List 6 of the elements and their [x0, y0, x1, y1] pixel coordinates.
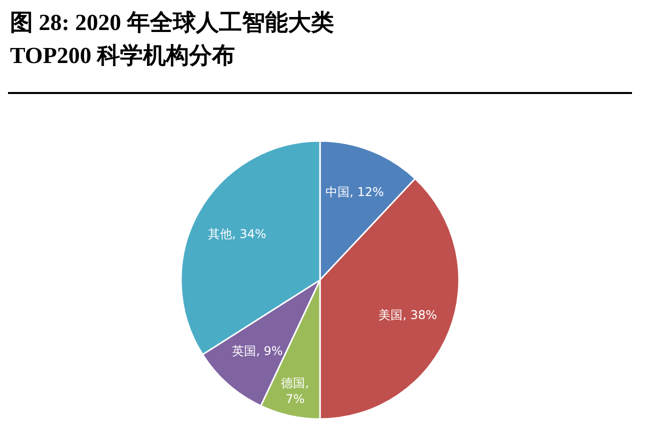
slice-label: 英国, 9%	[231, 342, 284, 359]
slice-label: 美国, 38%	[378, 306, 438, 323]
chart-title: 图 28: 2020 年全球人工智能大类TOP200 科学机构分布	[10, 9, 335, 70]
slice-label: 其他, 34%	[207, 226, 268, 242]
slice-label: 中国, 12%	[324, 184, 385, 200]
slice-label: 德国, 7%	[280, 375, 310, 408]
